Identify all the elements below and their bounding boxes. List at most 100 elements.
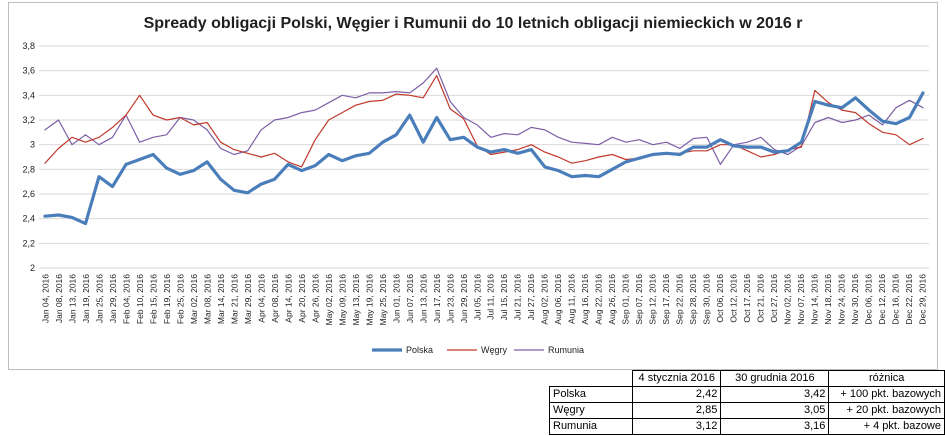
x-tick-label: Apr 26, 2016 (310, 274, 320, 323)
series-line-polska (43, 91, 925, 226)
x-tick-label: Feb 15, 2016 (149, 274, 159, 324)
summary-start-value: 2,42 (632, 386, 722, 403)
x-tick-label: Mar 02, 2016 (189, 274, 199, 324)
y-tick-label: 3,2 (22, 115, 35, 125)
x-tick-label: Aug 06, 2016 (553, 274, 563, 325)
summary-header-diff: różnica (828, 370, 945, 387)
x-tick-label: Jan 19, 2016 (81, 274, 91, 323)
x-tick-label: Mar 21, 2016 (230, 274, 240, 324)
x-tick-label: Feb 10, 2016 (135, 274, 145, 324)
summary-header-end: 30 grudnia 2016 (720, 370, 830, 387)
x-tick-label: Jun 13, 2016 (418, 274, 428, 323)
legend-label: Polska (406, 345, 433, 355)
x-tick-label: May 19, 2016 (364, 274, 374, 326)
x-tick-label: Apr 14, 2016 (284, 274, 294, 323)
x-tick-label: Apr 04, 2016 (257, 274, 267, 323)
x-tick-label: Oct 21, 2016 (755, 274, 765, 323)
y-tick-label: 3,4 (22, 90, 35, 100)
chart-frame: Spready obligacji Polski, Węgier i Rumun… (8, 2, 938, 370)
x-tick-label: Mar 08, 2016 (203, 274, 213, 324)
x-tick-label: Jan 29, 2016 (108, 274, 118, 323)
summary-country: Polska (548, 386, 634, 403)
line-chart: Spready obligacji Polski, Węgier i Rumun… (22, 15, 929, 355)
x-tick-label: Jan 25, 2016 (95, 274, 105, 323)
x-tick-label: Jul 27, 2016 (526, 274, 536, 321)
series-lines (43, 67, 925, 226)
x-tick-label: Nov 14, 2016 (809, 274, 819, 325)
grid-lines (39, 45, 929, 269)
legend: Polska Węgry Rumunia (372, 345, 584, 355)
x-tick-label: Nov 07, 2016 (796, 274, 806, 325)
x-tick-label: Sep 22, 2016 (675, 274, 685, 325)
y-axis-tick-labels: 3,8 3,6 3,4 3,2 3 2,8 2,6 2,4 2,2 2 (22, 41, 35, 273)
x-tick-label: Jul 15, 2016 (499, 274, 509, 321)
legend-label: Rumunia (548, 345, 584, 355)
x-tick-label: Nov 24, 2016 (836, 274, 846, 325)
x-tick-label: Sep 30, 2016 (702, 274, 712, 325)
x-tick-label: Dec 22, 2016 (904, 274, 914, 325)
summary-start-value: 3,12 (632, 418, 722, 435)
x-tick-label: May 02, 2016 (324, 274, 334, 326)
y-tick-label: 3 (30, 140, 35, 150)
x-axis-tick-labels: Jan 04, 2016 Jan 08, 2016 Jan 13, 2016 Jan … (41, 274, 928, 326)
summary-diff-value: + 100 pkt. bazowych (828, 386, 945, 403)
x-tick-label: May 13, 2016 (351, 274, 361, 326)
x-tick-label: Dec 29, 2016 (917, 274, 927, 325)
summary-row-rumunia: Rumunia 3,12 3,16 + 4 pkt. bazowe (548, 418, 945, 435)
y-tick-label: 2,6 (22, 189, 35, 199)
x-tick-label: May 09, 2016 (337, 274, 347, 326)
summary-country: Rumunia (548, 418, 634, 435)
summary-start-value: 2,85 (632, 402, 722, 419)
x-tick-label: May 25, 2016 (378, 274, 388, 326)
x-tick-label: Apr 08, 2016 (270, 274, 280, 323)
x-tick-label: Feb 25, 2016 (176, 274, 186, 324)
x-tick-label: Aug 02, 2016 (540, 274, 550, 325)
summary-header-row: 4 stycznia 2016 30 grudnia 2016 różnica (550, 370, 945, 387)
summary-table: 4 stycznia 2016 30 grudnia 2016 różnica … (548, 370, 945, 435)
legend-label: Węgry (481, 345, 508, 355)
x-tick-label: Jun 07, 2016 (405, 274, 415, 323)
x-tick-label: Aug 16, 2016 (580, 274, 590, 325)
y-tick-label: 3,6 (22, 66, 35, 76)
x-tick-label: Dec 16, 2016 (890, 274, 900, 325)
summary-header-blank (550, 371, 633, 387)
x-tick-label: Jul 21, 2016 (513, 274, 523, 321)
x-tick-label: Sep 28, 2016 (688, 274, 698, 325)
y-tick-label: 2 (30, 263, 35, 273)
x-tick-label: Sep 07, 2016 (634, 274, 644, 325)
x-tick-label: Sep 12, 2016 (648, 274, 658, 325)
x-tick-label: Mar 29, 2016 (243, 274, 253, 324)
x-tick-label: Aug 22, 2016 (594, 274, 604, 325)
x-tick-label: Jan 13, 2016 (68, 274, 78, 323)
y-tick-label: 3,8 (22, 41, 35, 51)
summary-end-value: 3,42 (720, 386, 830, 403)
summary-header-start: 4 stycznia 2016 (632, 370, 722, 387)
x-tick-label: Jul 11, 2016 (486, 274, 496, 320)
x-tick-label: Jan 04, 2016 (41, 274, 51, 323)
y-tick-label: 2,4 (22, 214, 35, 224)
x-tick-label: Sep 01, 2016 (621, 274, 631, 325)
x-tick-label: Aug 26, 2016 (607, 274, 617, 325)
x-tick-label: Nov 02, 2016 (782, 274, 792, 325)
x-tick-label: Nov 30, 2016 (850, 274, 860, 325)
x-tick-label: Aug 11, 2016 (567, 274, 577, 324)
x-tick-label: Feb 04, 2016 (122, 274, 132, 324)
summary-diff-value: + 4 pkt. bazowe (828, 418, 945, 435)
x-tick-label: Jul 05, 2016 (472, 274, 482, 321)
x-tick-label: Dec 06, 2016 (863, 274, 873, 325)
x-tick-label: Jan 08, 2016 (54, 274, 64, 323)
x-tick-label: Jun 29, 2016 (459, 274, 469, 323)
summary-row-polska: Polska 2,42 3,42 + 100 pkt. bazowych (548, 386, 945, 403)
x-tick-label: Oct 12, 2016 (729, 274, 739, 323)
x-tick-label: Oct 27, 2016 (769, 274, 779, 323)
x-tick-label: Jun 17, 2016 (432, 274, 442, 323)
x-tick-label: Sep 17, 2016 (661, 274, 671, 325)
x-tick-label: Apr 20, 2016 (297, 274, 307, 323)
summary-diff-value: + 20 pkt. bazowych (828, 402, 945, 419)
x-tick-label: Nov 18, 2016 (823, 274, 833, 325)
y-tick-label: 2,8 (22, 164, 35, 174)
summary-end-value: 3,16 (720, 418, 830, 435)
summary-country: Węgry (548, 402, 634, 419)
x-tick-label: Jun 01, 2016 (391, 274, 401, 323)
summary-end-value: 3,05 (720, 402, 830, 419)
